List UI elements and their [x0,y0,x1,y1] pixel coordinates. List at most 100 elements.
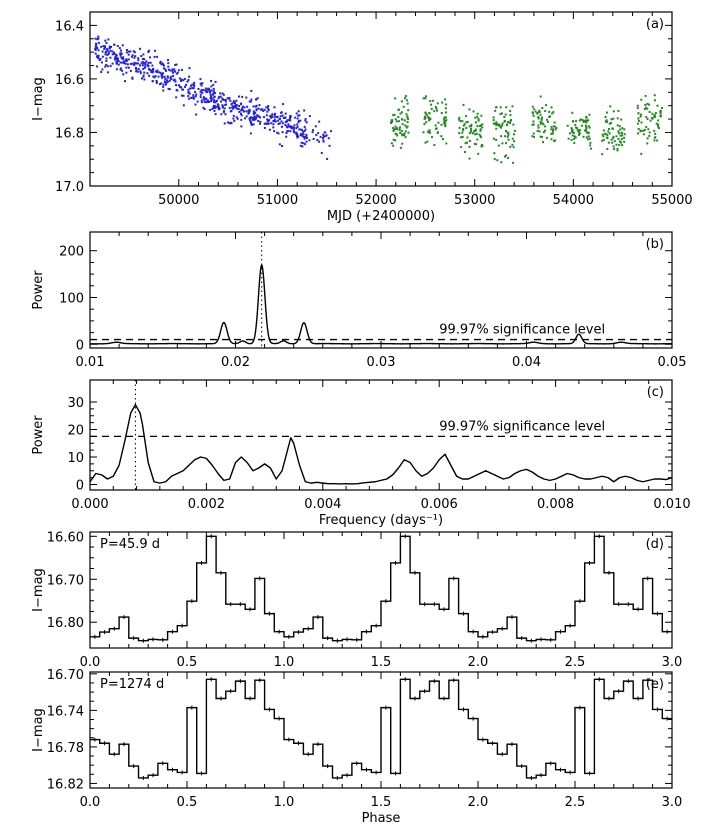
data-point [224,98,227,101]
data-point [612,117,615,120]
data-point [180,78,183,81]
data-point [606,121,609,124]
data-point [476,112,479,115]
data-point [463,123,466,126]
data-point [392,138,395,141]
data-point [280,111,283,114]
data-point [424,112,427,115]
data-point [319,135,322,138]
data-point [434,105,437,108]
data-point [252,123,255,126]
data-point [620,132,623,135]
data-point [465,115,468,118]
data-point [142,74,145,77]
data-point [477,152,480,155]
data-point [589,141,592,144]
data-point [122,56,125,59]
data-point [214,106,217,109]
data-point [540,118,543,121]
data-point [607,141,610,144]
data-point [284,123,287,126]
data-point [143,71,146,74]
data-point [116,44,119,47]
data-point [119,68,122,71]
data-point [217,105,220,108]
x-axis-label: Phase [362,811,401,826]
data-point [180,68,183,71]
data-point [192,87,195,90]
data-point [583,129,586,132]
data-point [330,130,333,133]
data-point [277,122,280,125]
data-point [192,96,195,99]
data-point [281,103,284,106]
data-point [267,107,270,110]
data-point [142,53,145,56]
data-point [119,52,122,55]
data-point [167,68,170,71]
data-point [248,117,251,120]
data-point [148,74,151,77]
data-point [656,125,659,128]
data-point [481,126,484,129]
data-point [304,119,307,122]
data-point [199,82,202,85]
data-point [292,129,295,132]
data-point [248,108,251,111]
data-point [97,54,100,57]
data-point [202,96,205,99]
y-axis-label: Power [31,415,46,455]
data-point [295,112,298,115]
data-point [273,120,276,123]
data-point [404,95,407,98]
data-point [232,106,235,109]
data-point [608,122,611,125]
data-point [436,131,439,134]
data-point [568,132,571,135]
data-point [540,119,543,122]
data-point [550,138,553,141]
data-point [442,117,445,120]
x-tick-label: 3.0 [662,795,683,810]
data-point [404,130,407,133]
data-point [114,53,117,56]
data-point [299,134,302,137]
data-point [164,68,167,71]
data-point [444,121,447,124]
data-point [142,67,145,70]
data-point [213,95,216,98]
data-point [182,94,185,97]
data-point [399,131,402,134]
data-point [99,57,102,60]
data-point [511,137,514,140]
data-point [252,117,255,120]
data-point [506,135,509,138]
data-point [117,63,120,66]
data-point [637,132,640,135]
data-point [476,115,479,118]
data-point [621,134,624,137]
data-point [205,91,208,94]
data-point [492,116,495,119]
data-point [601,139,604,142]
data-point [273,106,276,109]
data-point [511,143,514,146]
data-point [398,120,401,123]
data-point [640,121,643,124]
data-point [162,85,165,88]
data-point [285,135,288,138]
data-point [193,81,196,84]
data-point [220,100,223,103]
data-point [159,60,162,63]
data-point [206,99,209,102]
data-point [279,115,282,118]
data-point [499,113,502,116]
x-tick-label: 1.0 [274,795,295,810]
data-point [152,75,155,78]
data-point [554,139,557,142]
data-point [252,110,255,113]
data-point [437,121,440,124]
data-point [505,106,508,109]
data-point [289,115,292,118]
data-point [123,60,126,63]
